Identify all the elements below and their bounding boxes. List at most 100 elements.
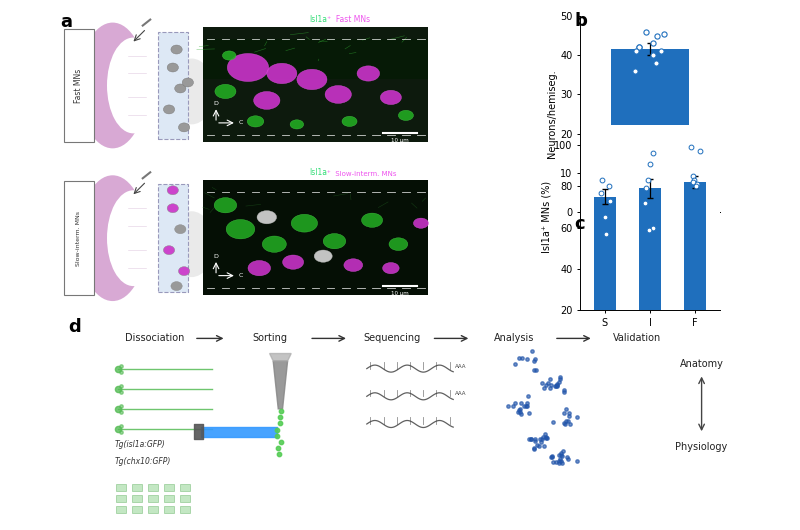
Ellipse shape: [169, 58, 214, 125]
Point: [114, 408, 127, 416]
FancyBboxPatch shape: [116, 484, 126, 491]
Point: [520, 355, 533, 363]
Circle shape: [167, 204, 178, 213]
Point: [534, 435, 547, 444]
Text: Slow-interm. MNs: Slow-interm. MNs: [76, 211, 82, 266]
Point: [558, 387, 571, 396]
Point: [550, 380, 563, 388]
Point: [558, 409, 570, 417]
Point: [640, 28, 653, 36]
Ellipse shape: [414, 218, 429, 228]
FancyBboxPatch shape: [116, 506, 126, 513]
Point: [537, 442, 550, 450]
Point: [630, 47, 642, 56]
Point: [694, 147, 706, 156]
Point: [658, 29, 670, 38]
Y-axis label: Neurons/hemiseg.: Neurons/hemiseg.: [547, 69, 558, 158]
Ellipse shape: [247, 116, 264, 127]
Point: [571, 457, 584, 466]
FancyBboxPatch shape: [158, 32, 188, 139]
Point: [548, 382, 561, 390]
Point: [528, 366, 541, 374]
Ellipse shape: [248, 260, 270, 276]
FancyBboxPatch shape: [158, 184, 188, 292]
Point: [553, 455, 566, 463]
Point: [530, 366, 542, 375]
Circle shape: [163, 105, 174, 114]
Ellipse shape: [227, 54, 269, 82]
Polygon shape: [270, 354, 291, 361]
Point: [650, 59, 663, 67]
Point: [515, 354, 528, 363]
Point: [535, 435, 548, 444]
Point: [554, 448, 567, 457]
Point: [644, 160, 657, 168]
Point: [686, 178, 699, 187]
Point: [562, 455, 574, 464]
Point: [274, 419, 287, 428]
Point: [690, 182, 702, 191]
Polygon shape: [274, 361, 288, 409]
Point: [603, 197, 616, 205]
Point: [271, 444, 284, 452]
Text: Isl1a: Isl1a: [309, 15, 327, 24]
Text: Physiology: Physiology: [675, 441, 728, 452]
Point: [550, 382, 563, 391]
Point: [595, 188, 608, 197]
Point: [545, 381, 558, 389]
Point: [525, 435, 538, 444]
Text: Sorting: Sorting: [252, 333, 287, 343]
Text: 10 μm: 10 μm: [391, 138, 409, 143]
Circle shape: [167, 63, 178, 72]
Point: [554, 451, 567, 460]
Point: [646, 223, 659, 232]
Point: [512, 354, 525, 362]
Ellipse shape: [323, 234, 346, 249]
Point: [535, 379, 548, 387]
Point: [522, 392, 534, 400]
FancyBboxPatch shape: [164, 506, 174, 513]
Point: [554, 373, 566, 381]
Text: d: d: [68, 318, 81, 336]
Point: [270, 431, 283, 440]
Point: [602, 182, 615, 191]
Point: [550, 458, 562, 466]
Circle shape: [174, 225, 186, 234]
Point: [643, 225, 656, 234]
Point: [514, 399, 527, 407]
Point: [544, 375, 557, 383]
Point: [513, 406, 526, 414]
Point: [274, 413, 286, 422]
Ellipse shape: [291, 214, 318, 232]
Point: [502, 402, 514, 410]
FancyBboxPatch shape: [132, 484, 142, 491]
Circle shape: [182, 78, 194, 87]
Point: [655, 47, 668, 56]
Point: [275, 407, 288, 416]
Point: [114, 402, 127, 410]
Point: [598, 213, 611, 222]
Ellipse shape: [214, 198, 237, 213]
Point: [538, 384, 550, 392]
Text: AAA: AAA: [455, 364, 467, 368]
Point: [557, 419, 570, 427]
Circle shape: [171, 45, 182, 54]
Point: [112, 365, 125, 373]
Point: [564, 419, 577, 428]
Point: [513, 408, 526, 416]
Point: [518, 401, 530, 410]
Point: [522, 409, 535, 418]
Ellipse shape: [342, 116, 357, 127]
Point: [520, 402, 533, 410]
Point: [646, 149, 659, 157]
Point: [646, 39, 659, 48]
Ellipse shape: [389, 238, 408, 251]
Text: Fast MNs: Fast MNs: [74, 68, 83, 103]
Text: Tg(chx10:GFP): Tg(chx10:GFP): [115, 457, 171, 466]
Point: [530, 440, 543, 449]
Point: [556, 447, 569, 455]
Text: c: c: [574, 215, 585, 233]
Text: b: b: [574, 12, 587, 30]
FancyBboxPatch shape: [132, 495, 142, 502]
Point: [114, 422, 127, 430]
